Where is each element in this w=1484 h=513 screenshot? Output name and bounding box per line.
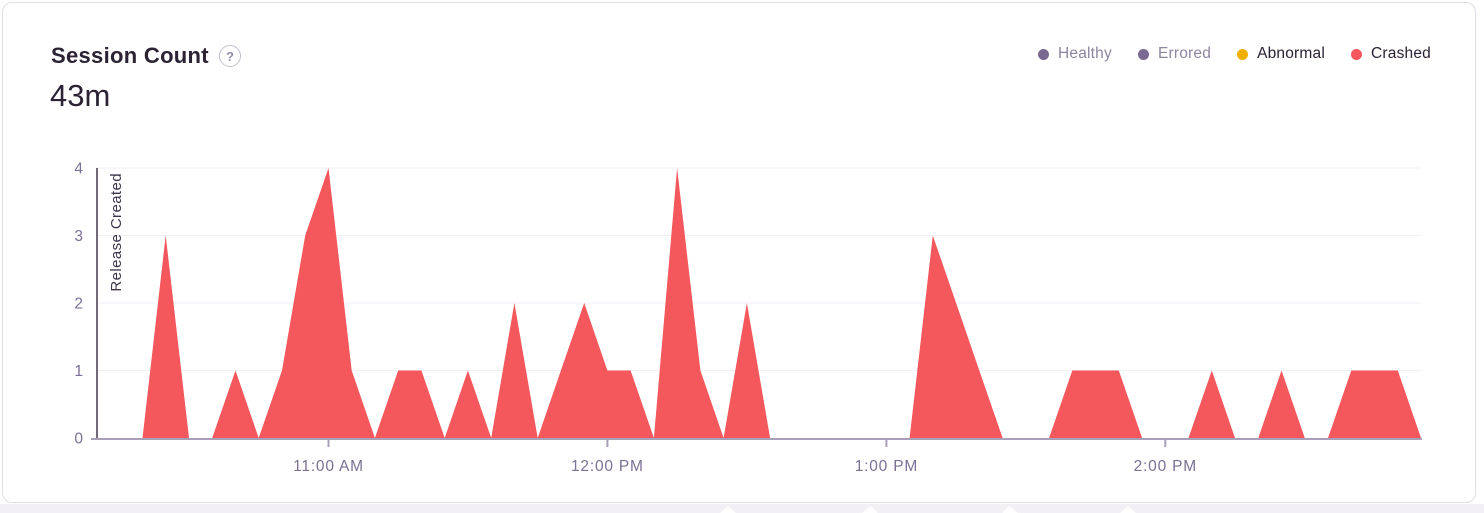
legend-item-crashed[interactable]: Crashed bbox=[1351, 45, 1431, 63]
x-tick-label: 1:00 PM bbox=[855, 458, 918, 475]
legend-item-healthy[interactable]: Healthy bbox=[1038, 45, 1112, 63]
card-arrow bbox=[861, 506, 879, 513]
y-tick-label: 0 bbox=[74, 431, 83, 448]
next-row-strip bbox=[0, 504, 1484, 513]
legend-label: Healthy bbox=[1058, 45, 1112, 62]
y-tick-label: 2 bbox=[74, 296, 83, 313]
legend-dot bbox=[1137, 48, 1149, 60]
x-tick-label: 12:00 PM bbox=[571, 458, 644, 475]
legend-label: Abnormal bbox=[1257, 45, 1325, 62]
legend-item-abnormal[interactable]: Abnormal bbox=[1237, 45, 1325, 63]
x-tick-label: 2:00 PM bbox=[1134, 458, 1197, 475]
legend-dot bbox=[1351, 48, 1362, 60]
legend-label: Errored bbox=[1157, 45, 1212, 62]
legend-dot bbox=[1038, 48, 1049, 60]
card-arrow bbox=[719, 506, 737, 513]
session-count-value: 43m bbox=[50, 78, 111, 113]
session-count-card: Session Count ? 43m Healthy Errored Abnorm… bbox=[2, 2, 1476, 503]
panel-header: Session Count ? bbox=[51, 43, 241, 69]
help-icon[interactable]: ? bbox=[218, 45, 241, 67]
x-tick-label: 11:00 AM bbox=[293, 458, 364, 475]
y-tick-label: 3 bbox=[74, 228, 83, 245]
legend-dot bbox=[1237, 48, 1249, 60]
legend-label: Crashed bbox=[1371, 45, 1431, 62]
release-marker-label: Release Created bbox=[108, 173, 125, 292]
panel-title: Session Count bbox=[51, 43, 209, 68]
y-tick-label: 4 bbox=[74, 161, 83, 178]
y-tick-label: 1 bbox=[74, 363, 83, 380]
card-arrow bbox=[1119, 506, 1137, 513]
legend: Healthy Errored Abnormal Crashed bbox=[1038, 45, 1431, 63]
crashed-area-series[interactable] bbox=[96, 168, 1421, 438]
session-count-chart[interactable]: 11:00 AM 12:00 PM 1:00 PM 2:00 PM 0 1 2 3 4 Relea… bbox=[3, 3, 1484, 513]
card-arrow bbox=[1001, 506, 1019, 513]
legend-item-errored[interactable]: Errored bbox=[1137, 45, 1212, 63]
